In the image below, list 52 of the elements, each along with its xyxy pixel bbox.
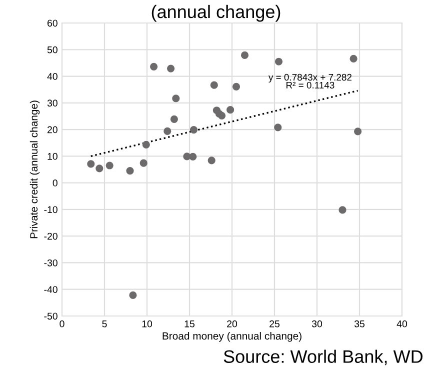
point <box>240 51 249 60</box>
y-tick-label: 20 <box>48 126 58 134</box>
point <box>126 167 134 175</box>
point <box>210 81 218 89</box>
y-tick-label: -40 <box>44 286 58 293</box>
annotation: R² = 0.1143 <box>286 82 334 89</box>
x-tick-label: 30 <box>312 320 322 328</box>
y-tick-label: 50 <box>47 46 58 54</box>
x-axis-title: Broad money (annual change) <box>162 332 302 342</box>
point <box>189 152 197 161</box>
y-tick-label: -10 <box>44 206 58 214</box>
y-tick-label: 10 <box>48 152 58 160</box>
annotation: y = 0.7843x + 7.282 <box>268 74 352 82</box>
point <box>274 124 282 132</box>
y-tick-label: 40 <box>47 73 58 80</box>
x-tick-label: 20 <box>227 320 238 328</box>
point <box>226 106 234 114</box>
x-tick-label: 10 <box>142 320 152 328</box>
source-note: Source: World Bank, WD <box>224 350 423 366</box>
point <box>96 164 104 172</box>
y-axis-title: Private credit (annual change) <box>30 100 40 238</box>
point <box>140 159 148 167</box>
point <box>150 62 158 70</box>
point <box>167 64 175 72</box>
x-tick-label: 15 <box>184 320 194 328</box>
point <box>129 291 137 300</box>
point <box>350 54 358 62</box>
point <box>218 112 226 120</box>
point <box>208 156 216 164</box>
x-tick-label: 5 <box>102 320 107 328</box>
point <box>142 140 150 149</box>
point <box>338 206 346 214</box>
y-tick-label: 60 <box>48 20 58 27</box>
point <box>172 94 180 102</box>
y-tick-label: 0 <box>52 180 58 186</box>
point <box>164 127 172 135</box>
x-tick-label: 0 <box>60 320 64 328</box>
x-tick-label: 40 <box>396 320 408 328</box>
point <box>232 82 240 90</box>
point <box>87 160 95 168</box>
y-tick-label: -20 <box>44 232 58 240</box>
point <box>190 126 198 134</box>
y-tick-label: 30 <box>47 100 58 107</box>
x-tick-label: 25 <box>270 320 280 328</box>
point <box>354 128 362 136</box>
chart-title: (annual change) <box>152 4 280 22</box>
point <box>106 162 114 170</box>
y-tick-label: -50 <box>44 312 58 320</box>
point <box>170 115 178 123</box>
point <box>274 58 283 66</box>
y-tick-label: -30 <box>44 259 58 266</box>
x-tick-label: 35 <box>354 320 364 328</box>
